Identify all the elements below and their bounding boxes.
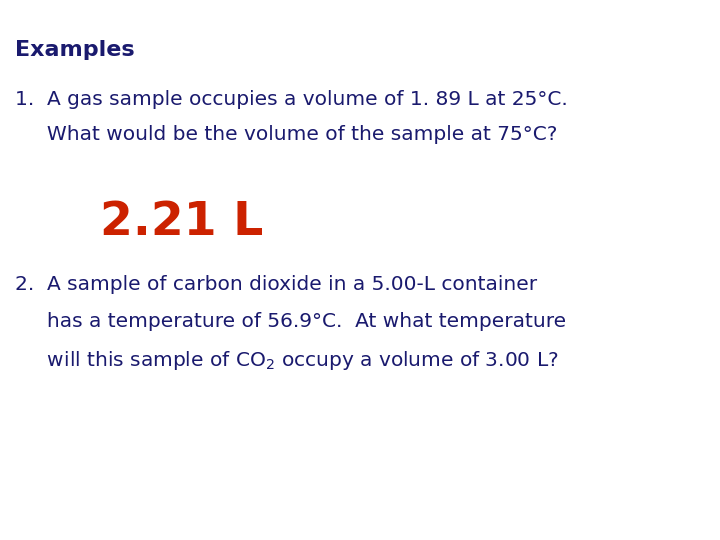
Text: 2.  A sample of carbon dioxide in a 5.00-L container: 2. A sample of carbon dioxide in a 5.00-… — [15, 275, 537, 294]
Text: Examples: Examples — [15, 40, 135, 60]
Text: will this sample of CO$_2$ occupy a volume of 3.00 L?: will this sample of CO$_2$ occupy a volu… — [15, 349, 559, 372]
Text: 2.21 L: 2.21 L — [100, 200, 264, 245]
Text: What would be the volume of the sample at 75°C?: What would be the volume of the sample a… — [15, 125, 557, 144]
Text: has a temperature of 56.9°C.  At what temperature: has a temperature of 56.9°C. At what tem… — [15, 312, 566, 331]
Text: 1.  A gas sample occupies a volume of 1. 89 L at 25°C.: 1. A gas sample occupies a volume of 1. … — [15, 90, 568, 109]
